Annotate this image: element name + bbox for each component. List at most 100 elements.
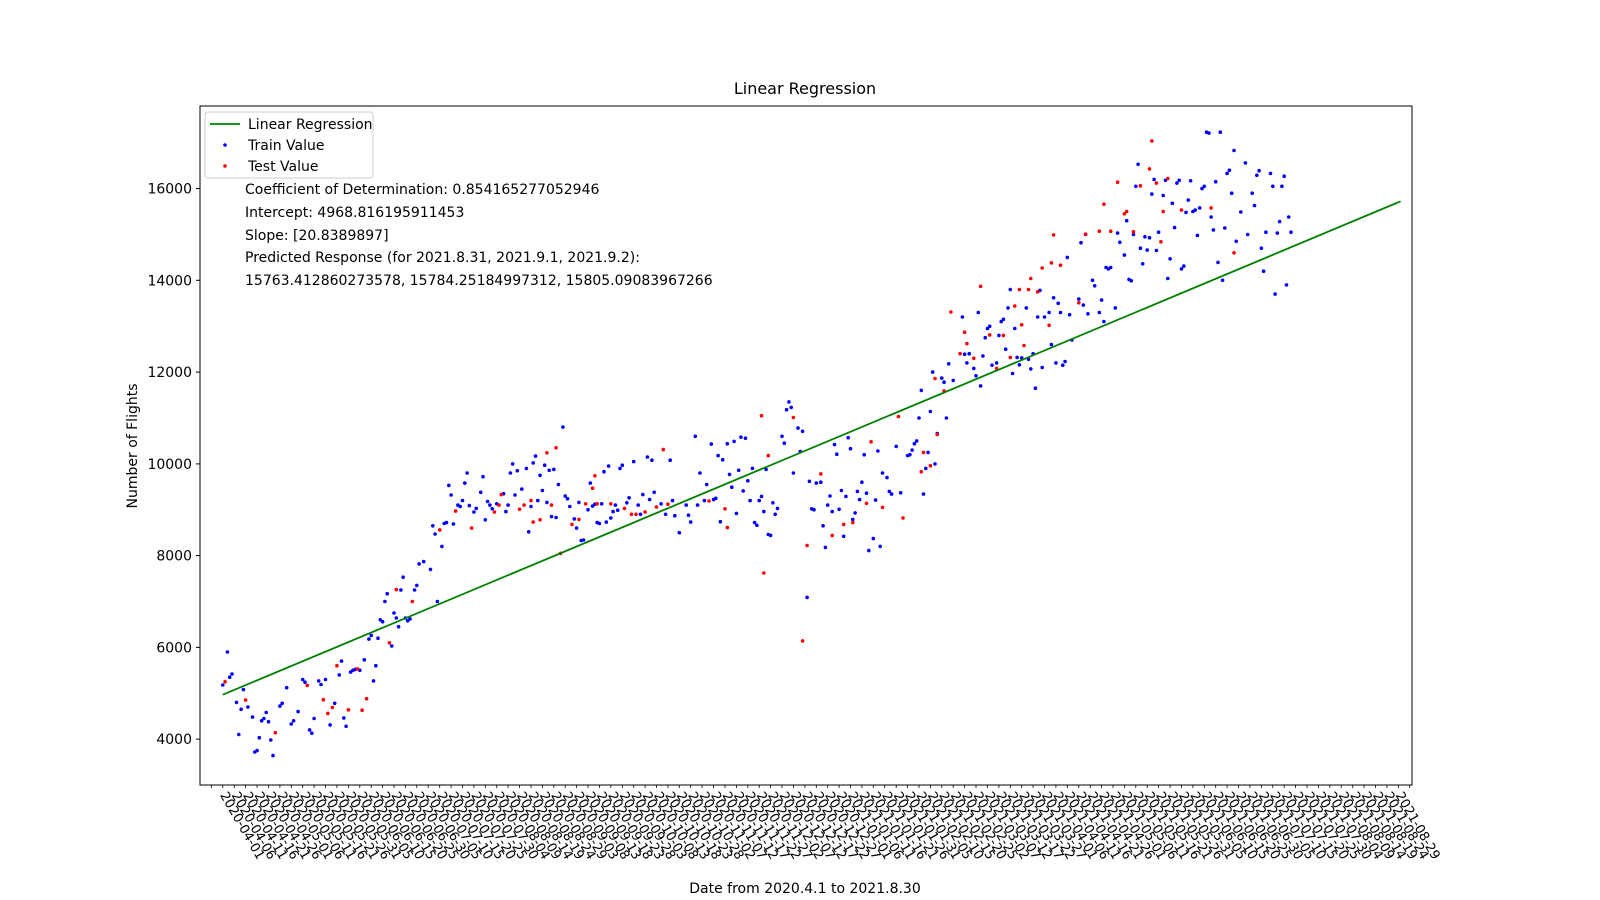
train-point (408, 617, 412, 621)
train-point (524, 466, 529, 471)
train-point (269, 738, 273, 742)
train-point (1113, 306, 1118, 310)
test-point (1124, 209, 1129, 214)
train-point (483, 518, 488, 522)
test-point (987, 333, 992, 337)
train-point (1013, 326, 1017, 331)
annotation-r2: Coefficient of Determination: 0.85416527… (245, 182, 599, 198)
train-point (536, 498, 540, 503)
train-point (944, 416, 949, 420)
train-point (394, 616, 399, 620)
test-point (360, 708, 364, 712)
train-point (871, 536, 876, 541)
train-point (577, 500, 581, 505)
train-point (857, 497, 862, 502)
train-point (237, 732, 241, 737)
test-point (394, 587, 399, 592)
train-point (768, 533, 773, 538)
train-point (362, 658, 367, 662)
train-point (531, 461, 535, 465)
train-point (421, 559, 426, 564)
train-point (1079, 240, 1083, 245)
train-point (821, 524, 825, 528)
train-point (1033, 386, 1038, 391)
train-point (1047, 310, 1051, 315)
train-point (1175, 181, 1179, 185)
train-point (389, 644, 394, 648)
test-point (1040, 266, 1044, 270)
test-point (609, 502, 613, 506)
train-point (225, 650, 230, 654)
test-point (1049, 261, 1054, 265)
test-point (725, 525, 730, 530)
train-point (1275, 231, 1280, 235)
train-point (976, 310, 981, 315)
train-point (392, 611, 396, 615)
test-point (387, 641, 392, 645)
test-point (800, 639, 805, 643)
test-point (577, 517, 581, 522)
test-point (1019, 323, 1024, 327)
train-point (1271, 184, 1275, 189)
train-point (796, 426, 800, 430)
test-point (522, 503, 526, 507)
train-point (239, 707, 243, 712)
train-point (1257, 168, 1261, 173)
train-point (510, 462, 515, 466)
test-point (1083, 232, 1088, 236)
train-point (1145, 248, 1149, 252)
train-point (819, 480, 823, 485)
test-point (243, 698, 248, 702)
train-point (1179, 267, 1184, 271)
train-point (748, 498, 752, 503)
test-point (869, 440, 873, 444)
train-point (1184, 210, 1188, 215)
test-point (1022, 343, 1026, 348)
train-point (946, 362, 951, 366)
train-point (463, 481, 467, 485)
train-point (620, 463, 625, 468)
train-point (741, 489, 745, 493)
train-point (374, 663, 378, 668)
test-point (965, 341, 969, 346)
train-point (1147, 235, 1152, 240)
train-point (1284, 283, 1289, 287)
train-point (533, 454, 538, 458)
train-point (296, 709, 300, 714)
train-point (880, 471, 885, 475)
train-point (1255, 173, 1259, 178)
test-point (1097, 229, 1102, 233)
test-point (223, 680, 227, 684)
train-point (718, 519, 723, 524)
train-point (520, 487, 524, 491)
test-point (437, 528, 442, 532)
train-point (609, 516, 613, 520)
train-point (855, 489, 860, 494)
train-point (1182, 264, 1186, 268)
test-point (1047, 323, 1051, 328)
train-point (828, 494, 832, 498)
train-point (746, 479, 750, 483)
train-point (563, 494, 567, 498)
train-point (383, 599, 387, 604)
train-point (472, 510, 476, 514)
test-point (928, 463, 933, 468)
train-point (652, 490, 656, 495)
y-tick-label: 4000 (156, 732, 192, 748)
test-point (661, 447, 666, 452)
train-point (1077, 297, 1081, 301)
train-point (547, 468, 551, 473)
train-point (851, 517, 855, 522)
train-point (1220, 278, 1225, 283)
train-point (440, 544, 444, 549)
train-point (319, 682, 323, 687)
train-point (917, 416, 921, 420)
train-point (1209, 215, 1213, 219)
train-point (814, 481, 819, 485)
train-point (965, 361, 969, 365)
test-point (723, 507, 727, 511)
test-point (590, 486, 595, 491)
train-point (312, 716, 316, 721)
train-point (636, 503, 640, 507)
train-point (752, 520, 757, 525)
